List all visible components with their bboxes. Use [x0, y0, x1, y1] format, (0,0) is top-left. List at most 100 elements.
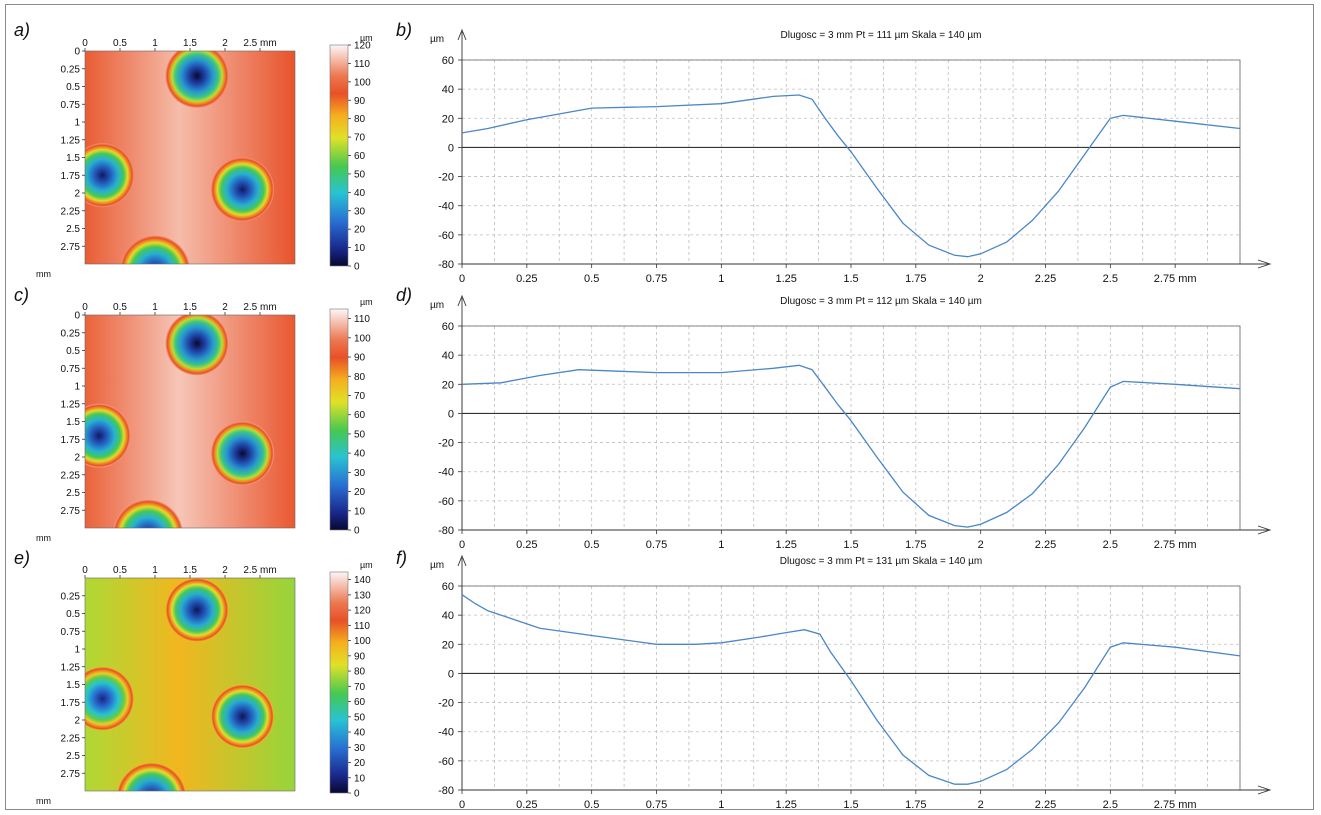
map-y-tick-label: 2: [74, 716, 80, 727]
colorbar-tick-label: 30: [354, 206, 366, 217]
x-tick-label: 0.25: [516, 273, 537, 285]
panel-label-e: e): [14, 548, 31, 568]
x-axis-arrow: [1257, 785, 1272, 795]
map-surface: [85, 315, 295, 528]
colorbar-tick-label: 70: [354, 682, 366, 693]
y-tick-label: -40: [438, 467, 454, 479]
y-tick-label: -60: [438, 496, 454, 508]
y-tick-label: 40: [442, 350, 454, 362]
pit: [165, 578, 229, 642]
panel-label-c: c): [14, 285, 29, 305]
map-y-unit: mm: [36, 533, 51, 543]
x-axis-arrow: [1257, 525, 1272, 535]
colorbar-tick-label: 110: [354, 621, 370, 632]
y-tick-label: -80: [438, 785, 454, 797]
map-x-tick-label: 2.5 mm: [243, 38, 276, 49]
map-y-tick-label: 1.25: [61, 662, 81, 673]
y-tick-label: -40: [438, 727, 454, 739]
map-y-tick-label: 2.5: [66, 224, 80, 235]
map-y-tick-label: 0.5: [66, 346, 80, 357]
colorbar-tick-label: 90: [354, 96, 366, 107]
x-tick-label: 0.75: [646, 799, 667, 811]
x-tick-label: 0: [459, 273, 465, 285]
map-y-tick-label: 0.5: [66, 82, 80, 93]
y-tick-label: 60: [442, 321, 454, 333]
map-x-tick-label: 2: [222, 38, 228, 49]
pit: [113, 499, 183, 528]
x-tick-label: 2: [978, 273, 984, 285]
map-x-tick-label: 1.5: [183, 565, 197, 576]
map-y-tick-label: 2.25: [61, 733, 81, 744]
y-tick-label: -80: [438, 525, 454, 537]
pit: [117, 762, 186, 791]
profile-line: [461, 94, 1241, 258]
map-y-unit: mm: [36, 796, 51, 806]
colorbar-tick-label: 40: [354, 449, 366, 460]
colorbar-tick-label: 110: [354, 314, 370, 325]
map-y-tick-label: 2: [74, 453, 80, 464]
colorbar-tick-label: 20: [354, 487, 366, 498]
surface-map-e: 0 0.5 1 1.5 2 2.5 mm 0.25 0.5 0.75 1 1.25 1.5 1.75 2 2…: [36, 563, 373, 806]
x-tick-label: 2.25: [1035, 273, 1056, 285]
map-y-tick-label: 1.75: [61, 171, 81, 182]
y-tick-label: 20: [442, 113, 454, 125]
map-x-tick-label: 0.5: [113, 38, 127, 49]
map-y-tick-label: 2: [74, 189, 80, 200]
pit: [165, 51, 229, 108]
map-y-tick-label: 2.75: [61, 506, 81, 517]
map-x-tick-label: 0.5: [113, 302, 127, 313]
colorbar-tick-label: 0: [354, 789, 360, 800]
map-y-tick-label: 0: [74, 311, 80, 322]
map-y-tick-label: 1.5: [66, 417, 80, 428]
x-tick-label: 2.5: [1103, 539, 1118, 551]
map-y-tick-label: 1.5: [66, 153, 80, 164]
colorbar-unit: µm: [360, 36, 373, 43]
x-tick-label: 1.75: [905, 799, 926, 811]
panel-label-f: f): [396, 548, 407, 568]
colorbar-tick-label: 90: [354, 353, 366, 364]
x-tick-label: 2.5: [1103, 273, 1118, 285]
colorbar-tick-label: 80: [354, 667, 366, 678]
y-tick-label: 60: [442, 55, 454, 67]
map-y-tick-label: 1.5: [66, 680, 80, 691]
map-y-tick-label: 2.25: [61, 470, 81, 481]
map-y-tick-label: 1: [74, 645, 80, 656]
x-tick-label: 1: [718, 273, 724, 285]
colorbar-tick-label: 40: [354, 728, 366, 739]
x-tick-label: 0.75: [646, 539, 667, 551]
map-x-tick-label: 2.5 mm: [243, 565, 276, 576]
colorbar-tick-label: 70: [354, 391, 366, 402]
map-y-tick-label: 1.75: [61, 698, 81, 709]
y-tick-label: 40: [442, 84, 454, 96]
colorbar-tick-label: 10: [354, 243, 366, 254]
y-tick-label: 40: [442, 610, 454, 622]
map-y-tick-label: 0.75: [61, 364, 81, 375]
map-y-tick-label: 0.75: [61, 100, 81, 111]
map-y-tick-label: 0.75: [61, 627, 81, 638]
y-tick-label: 0: [448, 408, 454, 420]
x-tick-label: 1.5: [843, 539, 858, 551]
y-tick-label: 20: [442, 639, 454, 651]
colorbar-tick-label: 100: [354, 636, 371, 647]
x-tick-label: 2.5: [1103, 799, 1118, 811]
colorbar-tick-label: 60: [354, 151, 366, 162]
map-surface: [85, 51, 295, 264]
y-tick-label: 0: [448, 668, 454, 680]
map-y-tick-label: 2.75: [61, 769, 81, 780]
y-tick-label: -20: [438, 698, 454, 710]
x-tick-label: 1.75: [905, 273, 926, 285]
map-x-tick-label: 1.5: [183, 38, 197, 49]
colorbar-tick-label: 50: [354, 712, 366, 723]
x-tick-label: 2.75 mm: [1154, 539, 1197, 551]
profile-chart-b: Dlugosc = 3 mm Pt = 111 µm Skala = 140 µ…: [430, 28, 1272, 285]
colorbar-tick-label: 30: [354, 468, 366, 479]
surface-map-a: 0 0.5 1 1.5 2 2.5 mm 0 0.25 0.5 0.75 1 1.25 1.5 1.75 2…: [36, 36, 373, 279]
profile-chart-f: Dlugosc = 3 mm Pt = 131 µm Skala = 140 µ…: [430, 554, 1272, 811]
colorbar-tick-label: 120: [354, 41, 371, 52]
colorbar-tick-label: 60: [354, 410, 366, 421]
y-axis-arrow: [457, 28, 467, 41]
x-tick-label: 0.25: [516, 539, 537, 551]
colorbar-tick-label: 70: [354, 133, 366, 144]
y-axis-unit: µm: [430, 300, 444, 311]
pit: [165, 315, 229, 376]
